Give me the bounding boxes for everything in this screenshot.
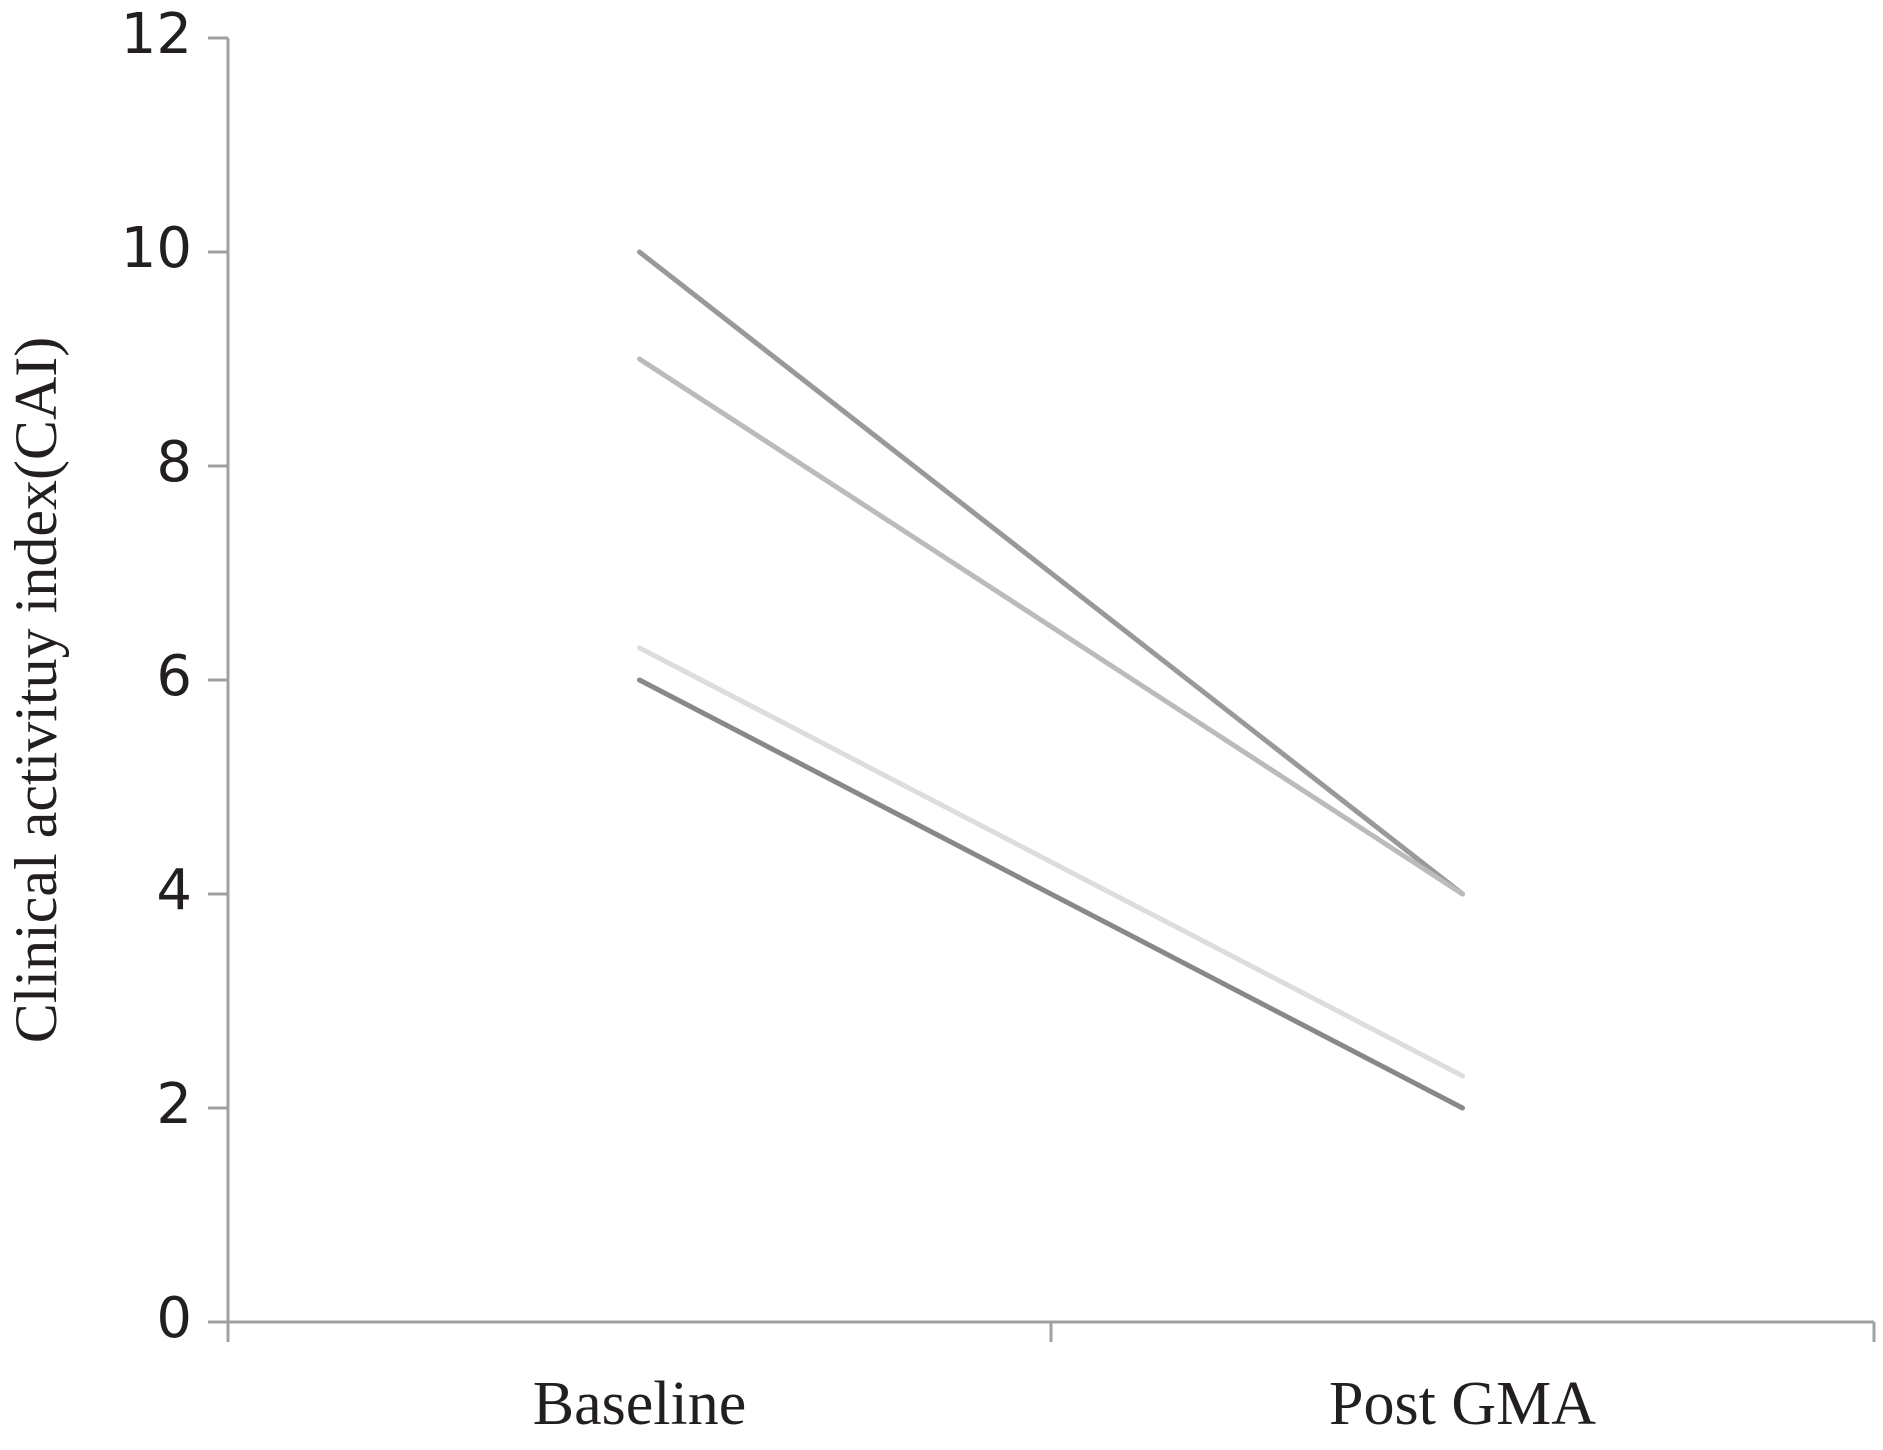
y-tick-label: 6 bbox=[156, 644, 192, 709]
x-tick-label: Post GMA bbox=[1329, 1370, 1596, 1438]
series-line bbox=[637, 645, 1465, 1079]
y-tick-label: 2 bbox=[156, 1072, 192, 1137]
series-line bbox=[637, 249, 1465, 897]
y-tick-label: 4 bbox=[156, 858, 192, 923]
y-tick-label: 8 bbox=[156, 430, 192, 495]
y-tick-label: 12 bbox=[121, 2, 192, 67]
series-line bbox=[637, 677, 1465, 1111]
x-tick-label: Baseline bbox=[533, 1370, 747, 1438]
y-tick-label: 0 bbox=[156, 1286, 192, 1351]
series-line bbox=[637, 356, 1465, 897]
y-axis-label: Clinical activituy index(CAI) bbox=[3, 337, 69, 1044]
y-tick-label: 10 bbox=[121, 216, 192, 281]
